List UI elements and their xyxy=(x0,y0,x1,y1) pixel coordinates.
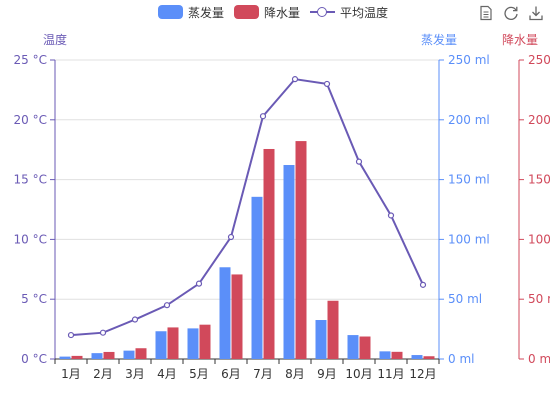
temperature-point xyxy=(67,331,75,339)
restore-icon[interactable] xyxy=(503,5,519,21)
rainfall-bar xyxy=(231,274,243,359)
x-tick-label: 3月 xyxy=(125,367,145,381)
evaporation-bar xyxy=(411,355,423,359)
rain-tick-label: 200 ml xyxy=(528,113,550,127)
chart-legend: 蒸发量 降水量 平均温度 xyxy=(158,3,398,21)
rain-tick-label: 150 ml xyxy=(528,173,550,187)
rainfall-bar xyxy=(199,324,211,359)
legend-item[interactable]: 平均温度 xyxy=(310,4,388,21)
data-view-icon[interactable] xyxy=(478,5,494,21)
rainfall-bar xyxy=(327,300,339,359)
x-tick-label: 12月 xyxy=(409,367,436,381)
save-image-icon[interactable] xyxy=(528,5,544,21)
evaporation-bar xyxy=(155,331,167,359)
x-tick-label: 1月 xyxy=(61,367,81,381)
rain-tick-label: 100 ml xyxy=(528,232,550,246)
rain-tick-label: 50 ml xyxy=(528,292,550,306)
temperature-point xyxy=(163,302,171,309)
temperature-point xyxy=(355,158,363,165)
legend-label: 蒸发量 xyxy=(188,5,225,20)
evaporation-bar xyxy=(315,320,327,359)
legend-swatch xyxy=(234,5,260,19)
temperature-point xyxy=(419,281,427,288)
x-tick-label: 5月 xyxy=(189,367,209,381)
temperature-point xyxy=(227,233,235,241)
temperature-point xyxy=(131,316,139,323)
evap-tick-label: 250 ml xyxy=(448,53,490,67)
x-tick-label: 8月 xyxy=(285,367,305,381)
temp-axis-name: 温度 xyxy=(43,33,68,47)
x-tick-label: 10月 xyxy=(345,367,372,381)
legend-swatch xyxy=(158,5,183,19)
temp-tick-label: 15 °C xyxy=(14,173,47,187)
rainfall-bar xyxy=(423,356,435,359)
evaporation-bar xyxy=(379,351,391,359)
x-tick-label: 11月 xyxy=(377,367,404,381)
rainfall-bar xyxy=(71,355,83,359)
rainfall-bar xyxy=(391,351,403,359)
evaporation-bar xyxy=(59,356,71,359)
chart-toolbox xyxy=(469,5,544,21)
temp-tick-label: 0 °C xyxy=(21,352,47,366)
temperature-point xyxy=(291,76,299,83)
temp-tick-label: 20 °C xyxy=(14,113,47,127)
legend-label: 平均温度 xyxy=(340,5,389,20)
evaporation-bar xyxy=(283,165,295,359)
temperature-point xyxy=(323,80,331,88)
temperature-line xyxy=(70,78,424,337)
rainfall-bar xyxy=(295,141,307,359)
evaporation-bar xyxy=(123,350,135,359)
evap-tick-label: 0 ml xyxy=(448,352,474,366)
evaporation-bar xyxy=(251,196,263,359)
evap-tick-label: 150 ml xyxy=(448,173,490,187)
rain-tick-label: 250 ml xyxy=(528,53,550,67)
evaporation-bar xyxy=(187,328,199,359)
evaporation-bar xyxy=(219,267,231,359)
evap-axis-name: 蒸发量 xyxy=(421,33,458,47)
temperature-point xyxy=(99,329,107,336)
x-tick-label: 2月 xyxy=(93,367,113,381)
rainfall-bar xyxy=(135,348,147,359)
temperature-point xyxy=(195,280,203,287)
rainfall-bar xyxy=(359,336,371,359)
legend-item[interactable]: 降水量 xyxy=(234,4,300,21)
rainfall-bar xyxy=(167,327,179,359)
x-tick-label: 4月 xyxy=(157,367,177,381)
evap-tick-label: 100 ml xyxy=(448,232,490,246)
temperature-point xyxy=(387,212,395,219)
evaporation-bar xyxy=(91,353,103,359)
x-tick-label: 6月 xyxy=(221,367,241,381)
evaporation-bar xyxy=(347,335,359,359)
evap-tick-label: 50 ml xyxy=(448,292,482,306)
legend-label: 降水量 xyxy=(264,5,301,20)
temp-tick-label: 25 °C xyxy=(14,53,47,67)
evap-tick-label: 200 ml xyxy=(448,113,490,127)
rainfall-bar xyxy=(263,148,275,359)
x-tick-label: 9月 xyxy=(317,367,337,381)
legend-item[interactable]: 蒸发量 xyxy=(158,4,224,21)
temp-tick-label: 10 °C xyxy=(14,232,47,246)
temp-tick-label: 5 °C xyxy=(21,292,47,306)
rain-tick-label: 0 ml xyxy=(528,352,550,366)
x-tick-label: 7月 xyxy=(253,367,273,381)
rain-axis-name: 降水量 xyxy=(502,33,539,47)
temperature-point xyxy=(259,113,267,120)
legend-line-swatch xyxy=(310,5,336,19)
rainfall-bar xyxy=(103,351,115,359)
